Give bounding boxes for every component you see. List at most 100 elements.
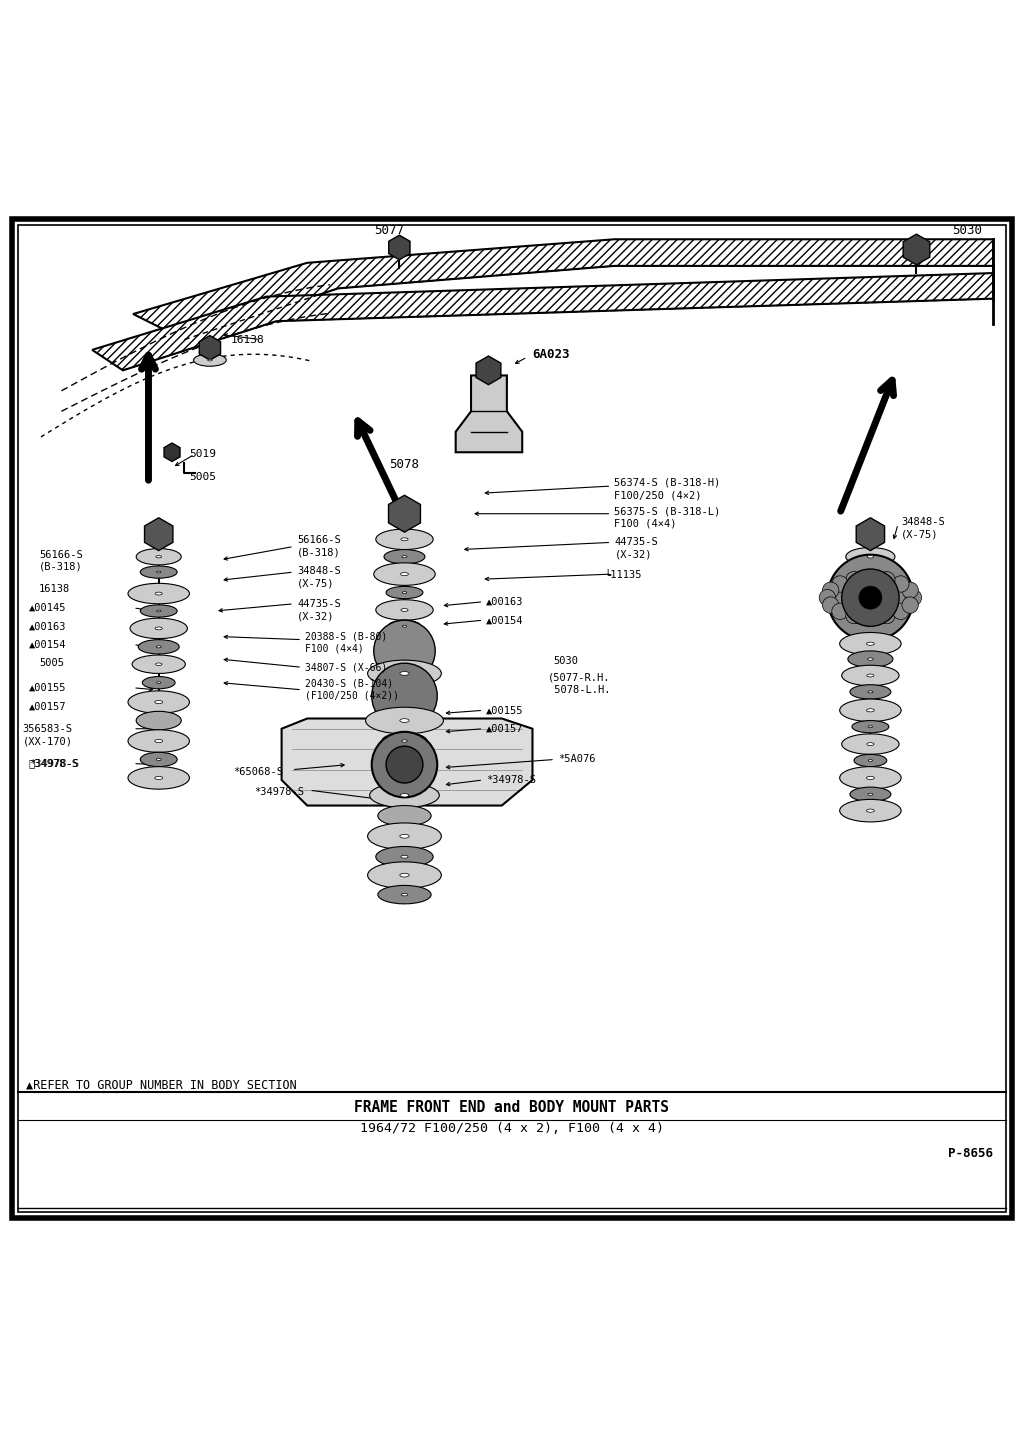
Ellipse shape [401, 855, 408, 858]
Polygon shape [282, 718, 532, 806]
Text: 20388-S (B-80): 20388-S (B-80) [305, 632, 387, 641]
Circle shape [386, 746, 423, 783]
Ellipse shape [399, 671, 410, 675]
Polygon shape [389, 236, 410, 260]
Circle shape [822, 596, 839, 614]
Ellipse shape [386, 586, 423, 599]
Circle shape [879, 608, 895, 624]
Polygon shape [200, 335, 220, 361]
Circle shape [862, 570, 879, 586]
Text: ▲00155: ▲00155 [29, 683, 67, 693]
Circle shape [893, 604, 909, 619]
Text: 44735-S: 44735-S [614, 537, 658, 547]
Ellipse shape [157, 572, 161, 573]
Ellipse shape [866, 642, 874, 645]
Polygon shape [388, 496, 421, 532]
Text: 34848-S: 34848-S [297, 566, 341, 576]
Circle shape [842, 569, 899, 627]
Text: (X-75): (X-75) [297, 578, 335, 588]
Ellipse shape [378, 885, 431, 904]
Circle shape [905, 589, 922, 606]
Ellipse shape [388, 621, 421, 632]
Ellipse shape [400, 793, 409, 798]
Ellipse shape [867, 658, 873, 660]
Text: *65068-S: *65068-S [233, 767, 284, 777]
Ellipse shape [854, 754, 887, 766]
Text: P-8656: P-8656 [948, 1147, 993, 1160]
Polygon shape [856, 517, 885, 550]
Ellipse shape [140, 605, 177, 616]
Ellipse shape [366, 707, 443, 734]
Ellipse shape [852, 566, 889, 581]
Text: ▲00154: ▲00154 [486, 615, 524, 625]
Polygon shape [144, 517, 173, 550]
Ellipse shape [382, 769, 427, 785]
Ellipse shape [208, 359, 212, 361]
Ellipse shape [368, 862, 441, 888]
Text: F100 (4×4): F100 (4×4) [305, 644, 364, 654]
Text: ┕11135: ┕11135 [604, 570, 642, 581]
Ellipse shape [374, 749, 435, 770]
Ellipse shape [384, 549, 425, 563]
Ellipse shape [846, 547, 895, 566]
Ellipse shape [840, 698, 901, 721]
Ellipse shape [868, 691, 872, 693]
Ellipse shape [866, 809, 874, 812]
Ellipse shape [850, 787, 891, 802]
Text: 1964/72 F100/250 (4 x 2), F100 (4 x 4): 1964/72 F100/250 (4 x 2), F100 (4 x 4) [360, 1122, 664, 1135]
Ellipse shape [868, 572, 872, 575]
Circle shape [846, 608, 862, 624]
Ellipse shape [842, 734, 899, 754]
Ellipse shape [868, 726, 872, 727]
Ellipse shape [138, 639, 179, 654]
Text: (B-318): (B-318) [39, 562, 83, 572]
Ellipse shape [840, 799, 901, 822]
Ellipse shape [401, 894, 408, 895]
Ellipse shape [136, 549, 181, 565]
Text: *34978-S: *34978-S [486, 775, 537, 785]
Ellipse shape [157, 759, 161, 760]
Ellipse shape [866, 743, 873, 746]
Text: FRAME FRONT END and BODY MOUNT PARTS: FRAME FRONT END and BODY MOUNT PARTS [354, 1101, 670, 1115]
Ellipse shape [132, 655, 185, 674]
Text: ▲00145: ▲00145 [29, 604, 67, 614]
Text: ▲00155: ▲00155 [486, 706, 524, 716]
Ellipse shape [156, 556, 162, 558]
Ellipse shape [402, 592, 407, 593]
Ellipse shape [867, 556, 873, 558]
Text: 5030: 5030 [952, 224, 982, 237]
Text: *34978-S: *34978-S [254, 787, 304, 798]
Ellipse shape [376, 599, 433, 621]
Ellipse shape [866, 708, 874, 711]
Ellipse shape [852, 720, 889, 733]
Circle shape [859, 586, 882, 609]
Text: 56375-S (B-318-L): 56375-S (B-318-L) [614, 507, 721, 517]
Text: 6A023: 6A023 [532, 349, 570, 362]
Text: *34978-S: *34978-S [29, 759, 79, 769]
Ellipse shape [157, 681, 161, 684]
Ellipse shape [868, 760, 872, 762]
Text: 34807-S (X-66): 34807-S (X-66) [305, 662, 387, 673]
Ellipse shape [382, 733, 427, 749]
Ellipse shape [140, 566, 177, 578]
Ellipse shape [401, 740, 408, 741]
Ellipse shape [155, 740, 163, 743]
Ellipse shape [401, 776, 408, 777]
Ellipse shape [868, 793, 872, 795]
Circle shape [831, 576, 848, 592]
Text: (X-32): (X-32) [614, 550, 652, 559]
Text: (F100/250 (4×2)): (F100/250 (4×2)) [305, 691, 399, 701]
Ellipse shape [128, 766, 189, 789]
Ellipse shape [840, 632, 901, 655]
Ellipse shape [401, 608, 408, 611]
Circle shape [879, 572, 895, 588]
Ellipse shape [402, 556, 407, 558]
Ellipse shape [402, 625, 407, 627]
Text: 16138: 16138 [39, 585, 71, 595]
Ellipse shape [399, 874, 410, 877]
Circle shape [819, 589, 836, 606]
Ellipse shape [157, 645, 161, 648]
Text: 5019: 5019 [189, 450, 216, 460]
Circle shape [374, 621, 435, 681]
Text: F100/250 (4×2): F100/250 (4×2) [614, 490, 701, 500]
